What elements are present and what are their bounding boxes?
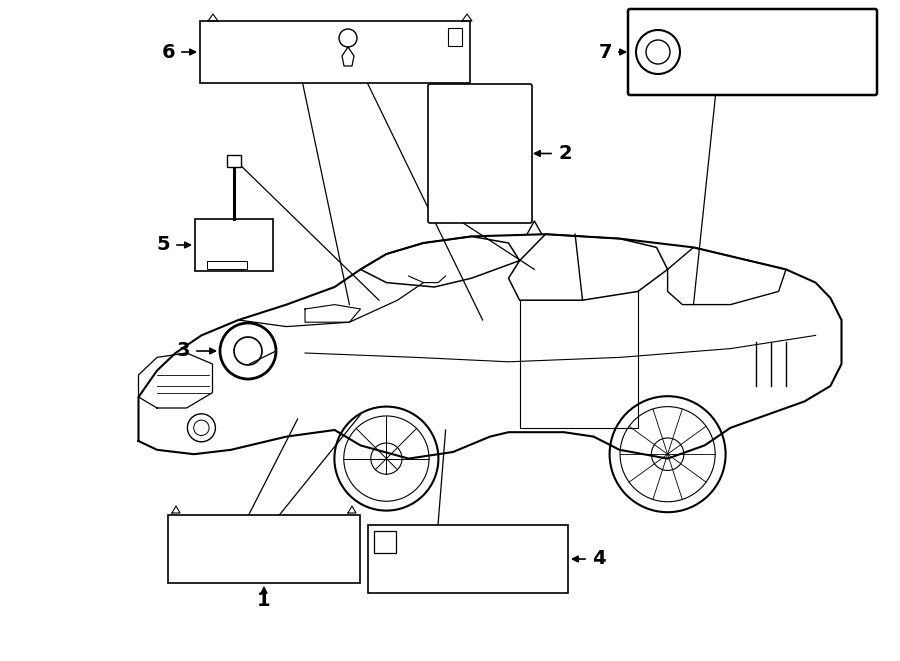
- Bar: [168, 515, 360, 583]
- Bar: [200, 21, 470, 83]
- Bar: [368, 525, 568, 593]
- Bar: [207, 261, 247, 269]
- Text: 3: 3: [176, 342, 190, 360]
- Bar: [195, 219, 273, 271]
- Text: 7: 7: [598, 42, 612, 61]
- Bar: [374, 531, 396, 553]
- Text: 1: 1: [257, 591, 271, 610]
- Text: 4: 4: [592, 549, 606, 568]
- Bar: [227, 155, 241, 167]
- Bar: [448, 28, 462, 46]
- FancyBboxPatch shape: [628, 9, 877, 95]
- Text: 2: 2: [558, 144, 572, 163]
- Text: 5: 5: [157, 235, 170, 254]
- FancyBboxPatch shape: [428, 84, 532, 223]
- Text: 6: 6: [161, 42, 175, 61]
